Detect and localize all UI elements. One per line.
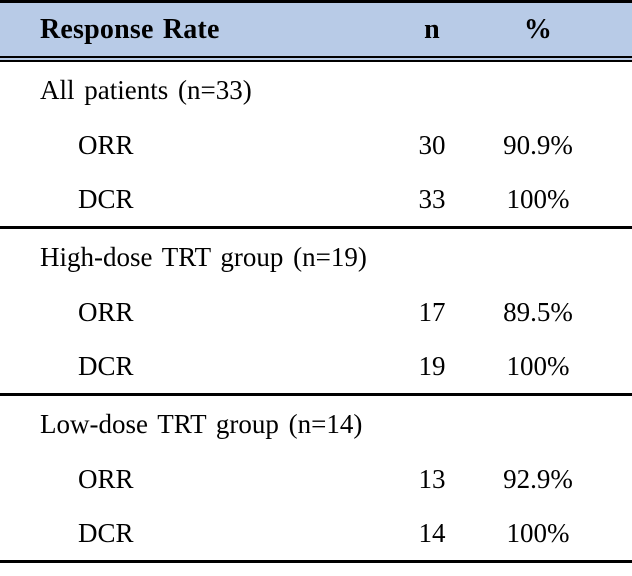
- group-row: All patients (n=33): [0, 62, 632, 118]
- row-label: DCR: [78, 183, 134, 214]
- table-row-orr: ORR 13 92.9%: [0, 452, 632, 506]
- cell-percent-value: 92.9%: [503, 463, 573, 494]
- table-row-dcr: DCR 33 100%: [0, 172, 632, 226]
- header-col-response-rate: Response Rate: [40, 13, 220, 45]
- section-high-dose-trt: High-dose TRT group (n=19) ORR 17 89.5% …: [0, 229, 632, 393]
- header-bottom-rule-outer: [0, 56, 632, 58]
- table-row-dcr: DCR 19 100%: [0, 339, 632, 393]
- row-label: ORR: [78, 296, 134, 327]
- section-all-patients: All patients (n=33) ORR 30 90.9% DCR 33 …: [0, 62, 632, 226]
- response-rate-table: Response Rate n % All patients (n=33) OR…: [0, 0, 632, 563]
- table-header-row: Response Rate n %: [0, 3, 632, 56]
- row-label: DCR: [78, 350, 134, 381]
- header-col-n: n: [424, 13, 440, 45]
- section-low-dose-trt: Low-dose TRT group (n=14) ORR 13 92.9% D…: [0, 396, 632, 560]
- cell-percent-value: 100%: [506, 350, 570, 381]
- cell-n-value: 33: [418, 183, 446, 214]
- cell-percent-value: 89.5%: [503, 296, 573, 327]
- group-label: All patients (n=33): [40, 74, 252, 105]
- group-row: Low-dose TRT group (n=14): [0, 396, 632, 452]
- group-label: Low-dose TRT group (n=14): [40, 408, 363, 439]
- section-divider-rule: [0, 393, 632, 396]
- cell-n-value: 19: [418, 350, 446, 381]
- cell-percent-value: 100%: [506, 183, 570, 214]
- table-row-orr: ORR 17 89.5%: [0, 285, 632, 339]
- table-row-dcr: DCR 14 100%: [0, 506, 632, 560]
- table-bottom-rule: [0, 560, 632, 563]
- group-row: High-dose TRT group (n=19): [0, 229, 632, 285]
- table-row-orr: ORR 30 90.9%: [0, 118, 632, 172]
- section-divider-rule: [0, 226, 632, 229]
- cell-percent-value: 100%: [506, 517, 570, 548]
- header-bottom-rule-gap: [0, 58, 632, 60]
- row-label: DCR: [78, 517, 134, 548]
- cell-n-value: 14: [418, 517, 446, 548]
- header-bottom-rule-inner: [0, 60, 632, 62]
- header-col-percent: %: [523, 13, 553, 45]
- table-top-rule: [0, 0, 632, 3]
- row-label: ORR: [78, 129, 134, 160]
- cell-percent-value: 90.9%: [503, 129, 573, 160]
- cell-n-value: 30: [418, 129, 446, 160]
- row-label: ORR: [78, 463, 134, 494]
- cell-n-value: 17: [418, 296, 446, 327]
- cell-n-value: 13: [418, 463, 446, 494]
- group-label: High-dose TRT group (n=19): [40, 241, 367, 272]
